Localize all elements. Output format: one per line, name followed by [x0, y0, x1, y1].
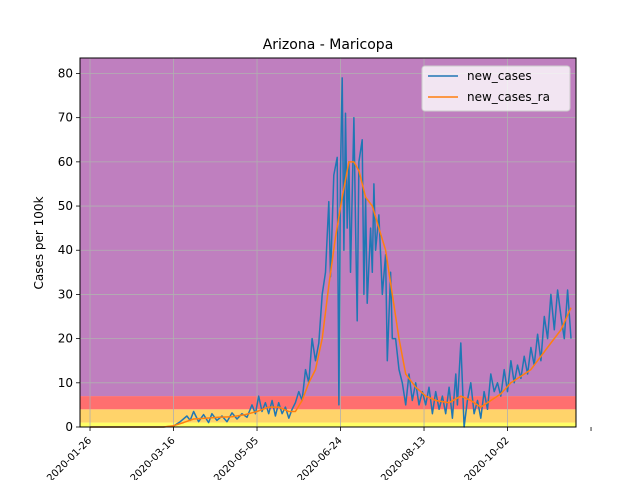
- series-line-new-cases: [90, 77, 572, 428]
- plot-frame: [79, 57, 577, 428]
- legend-label-new-cases-ra: new_cases_ra: [467, 90, 550, 104]
- y-tick-label-30: 30: [58, 287, 73, 301]
- series-line-new-cases-ra: [90, 161, 572, 428]
- x-tick-label-2: 2020-05-05: [212, 435, 261, 480]
- y-tick-label-60: 60: [58, 155, 73, 169]
- legend-label-new-cases: new_cases: [467, 69, 532, 83]
- y-tick-label-70: 70: [58, 111, 73, 125]
- y-tick-label-20: 20: [58, 332, 73, 346]
- x-tick-label-1: 2020-03-16: [129, 435, 178, 480]
- risk-band-0: [80, 422, 576, 427]
- y-tick-label-80: 80: [58, 66, 73, 80]
- chart-title: Arizona - Maricopa: [263, 37, 394, 53]
- risk-band-2: [80, 396, 576, 410]
- y-axis-ticks: 0 10 20 30 40 50 60 70 80: [58, 66, 80, 434]
- risk-band-1: [80, 409, 576, 423]
- legend-box: [421, 65, 571, 112]
- legend: new_cases new_cases_ra: [421, 65, 571, 112]
- grid-lines: [80, 58, 576, 428]
- y-axis-label: Cases per 100k: [32, 196, 46, 289]
- series-lines: [90, 77, 572, 428]
- x-tick-label-4: 2020-08-13: [379, 435, 428, 480]
- x-axis-ticks: 2020-01-26 2020-03-16 2020-05-05 2020-06-24…: [45, 427, 592, 480]
- x-tick-label-5: 2020-10-02: [463, 435, 512, 480]
- y-tick-label-50: 50: [58, 199, 73, 213]
- risk-bands: [80, 58, 576, 427]
- y-tick-label-10: 10: [58, 376, 73, 390]
- x-tick-label-3: 2020-06-24: [296, 435, 345, 480]
- y-tick-label-0: 0: [65, 420, 73, 434]
- y-tick-label-40: 40: [58, 243, 73, 257]
- x-tick-label-0: 2020-01-26: [45, 435, 94, 480]
